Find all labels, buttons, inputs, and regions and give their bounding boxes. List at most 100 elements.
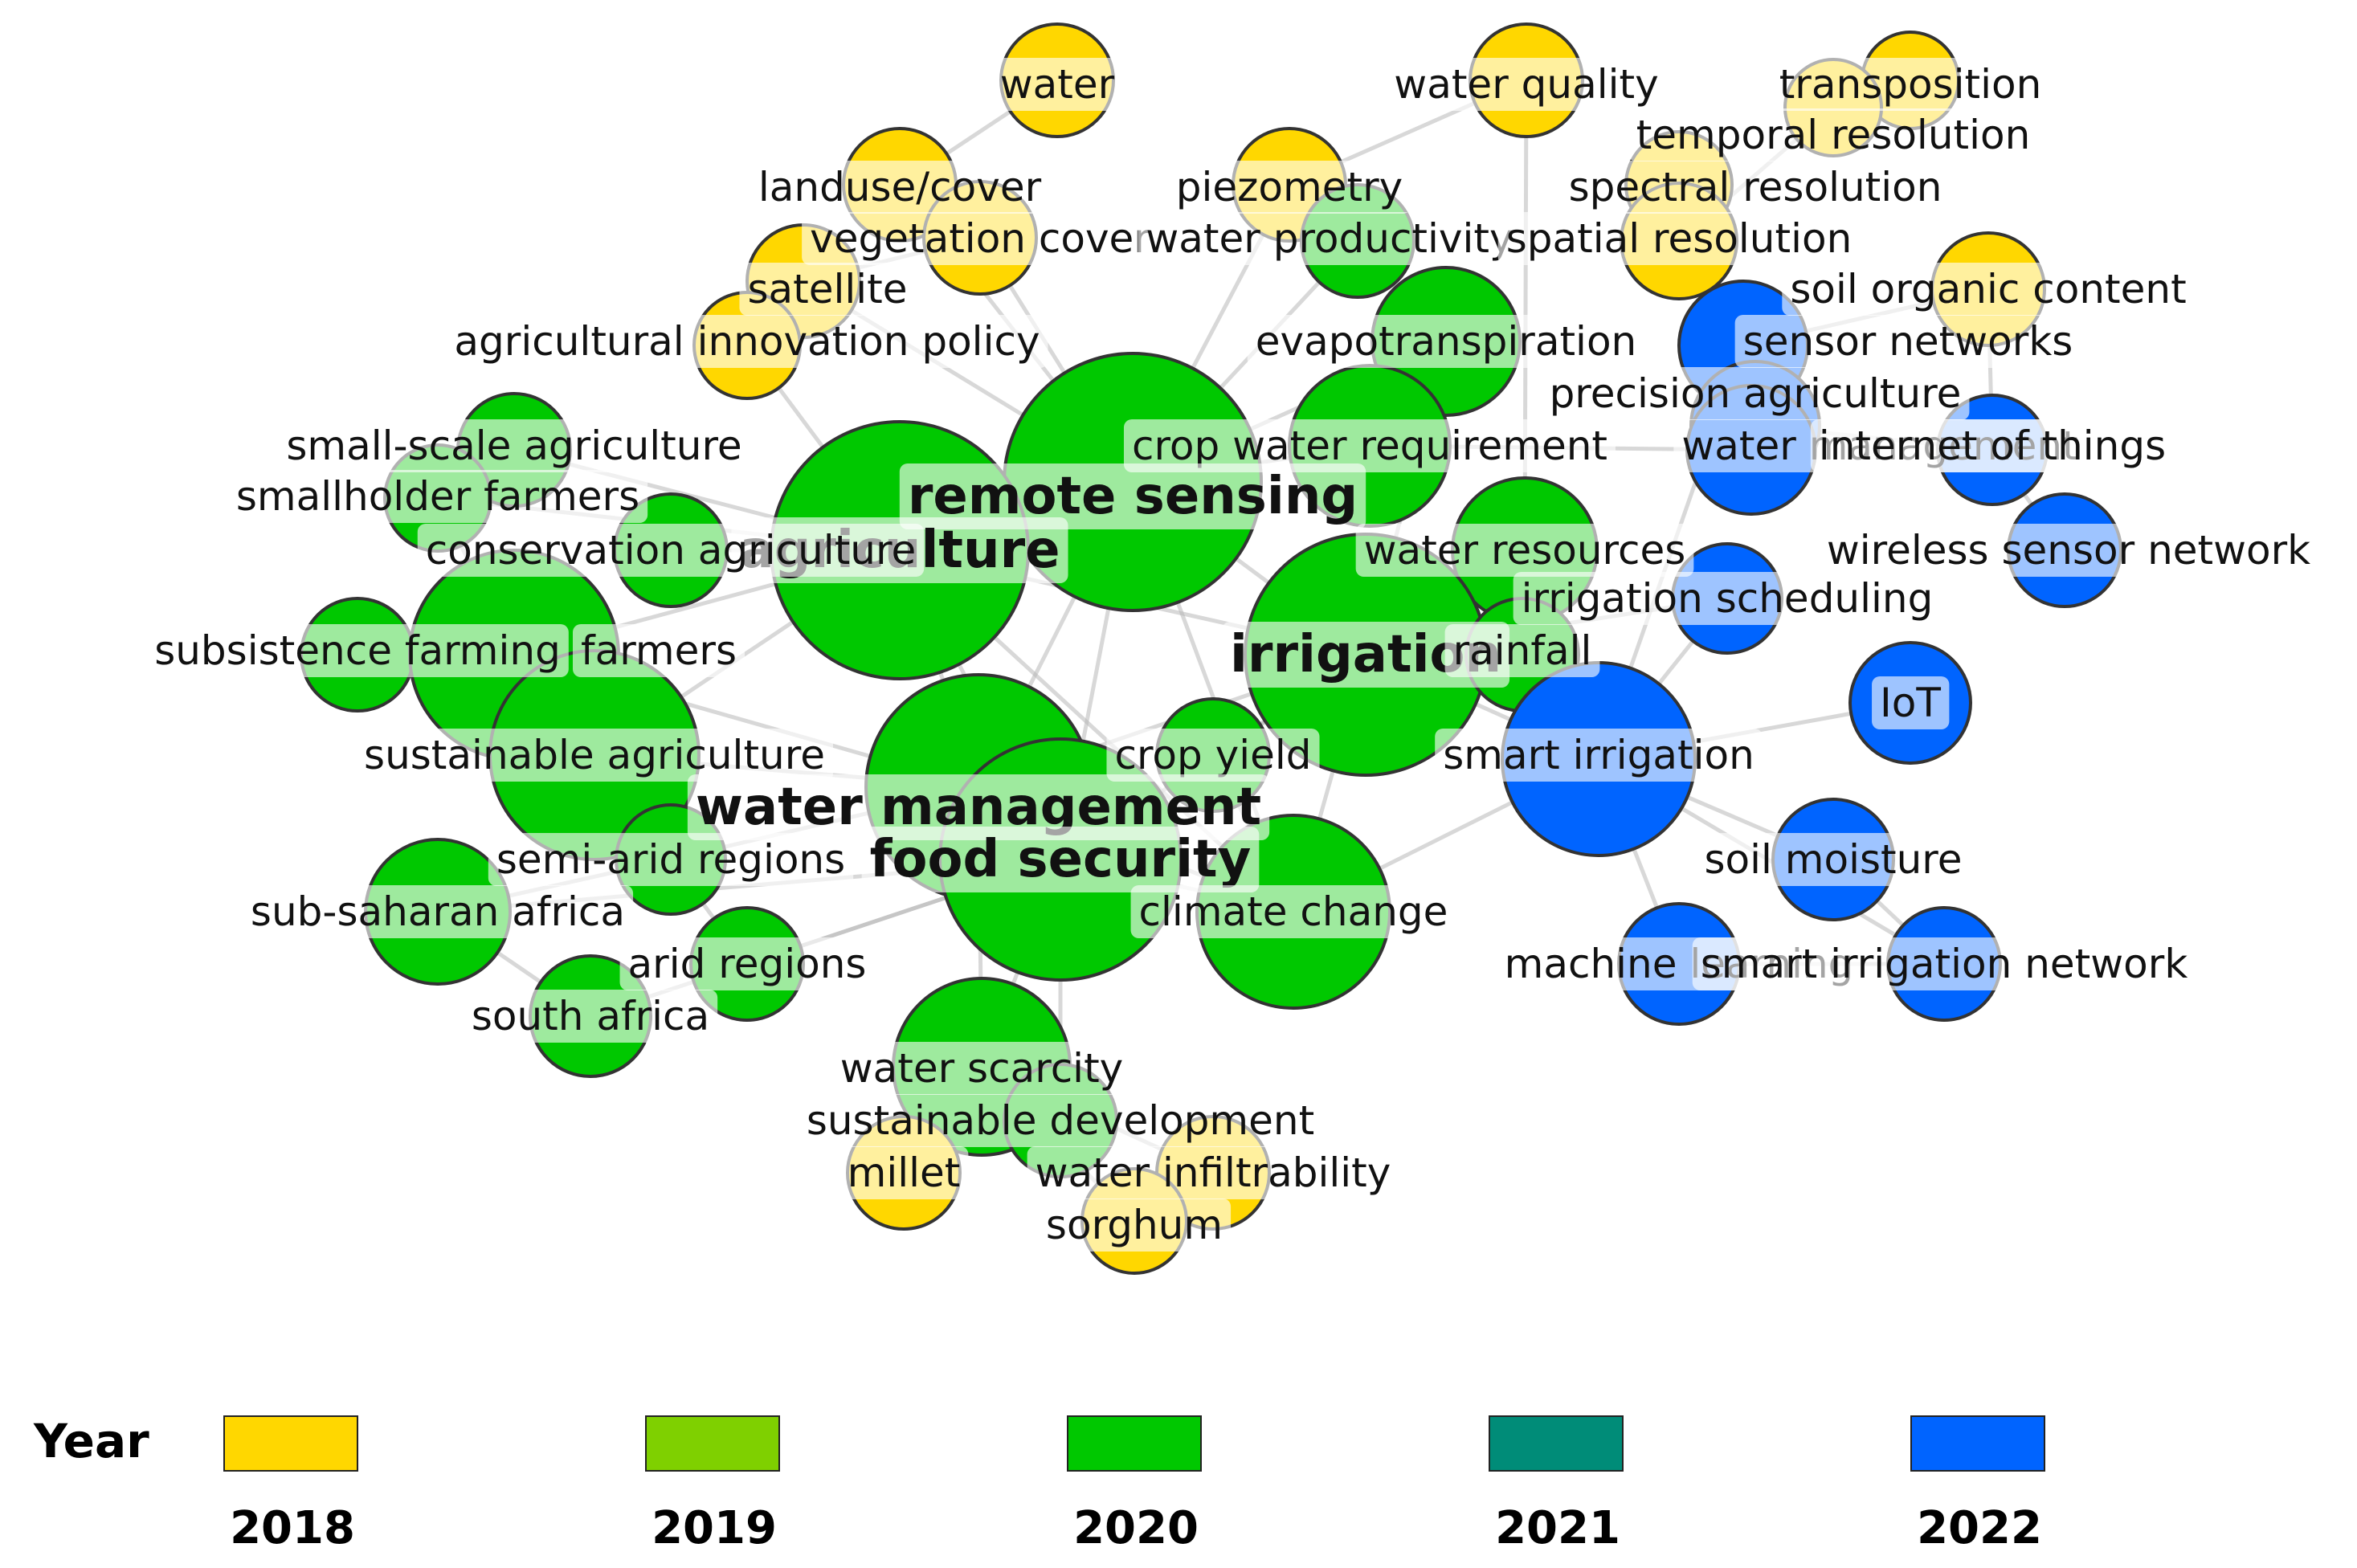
node-label-background [1123,419,1616,472]
node-label-text: piezometry [1176,164,1403,210]
node-label-text: agricultural innovation policy [454,318,1040,365]
node-label-text: internet of things [1819,423,2166,469]
node-label-background [1444,624,1600,677]
node-label-semi-arid-regions: semi-arid regions [488,833,854,886]
node-label-piezometry: piezometry [1167,161,1411,214]
node-label-text: water scarcity [840,1045,1124,1092]
node-label-background [463,990,718,1043]
node-label-evapotranspiration: evapotranspiration [1247,315,1645,368]
node-label-water: water [991,58,1123,111]
node-label-text: subsistence farming [154,627,561,674]
node-label-vegetation-cover: vegetation cover [802,212,1159,265]
node-label-text: farmers [581,627,737,674]
node-label-text: small-scale agriculture [286,423,741,469]
node-label-landuse-cover: landuse/cover [750,161,1050,214]
label-layer: water water quality transpositiontemporal … [146,58,2319,1252]
node-label-background [802,212,1159,265]
node-label-text: crop water requirement [1132,423,1607,469]
node-label-sustainable-development: sustainable development [798,1094,1323,1147]
node-label-background [1872,676,1950,729]
node-label-water-quality: water quality [1386,58,1667,111]
node-label-satellite: satellite [739,263,916,316]
node-label-spatial-resolution: spatial resolution [1497,212,1861,265]
node-label-background [991,58,1123,111]
node-label-background [488,833,854,886]
node-label-rainfall: rainfall [1444,624,1600,677]
node-label-background [1810,419,2175,472]
node-label-precision-agriculture: precision agriculture [1541,367,1970,420]
node-label-text: smart irrigation [1443,732,1754,778]
node-label-text: remote sensing [908,467,1358,526]
node-label-subsistence-farming: subsistence farming [146,624,569,677]
node-label-text: climate change [1139,888,1448,935]
node-label-text: water productivity [1146,215,1513,262]
node-label-background [1771,58,2050,111]
node-label-text: spatial resolution [1506,215,1853,262]
node-label-south-africa: south africa [463,990,718,1043]
node-label-text: transposition [1779,61,2042,108]
node-label-background [573,624,745,677]
node-label-wireless-sensor-network: wireless sensor network [1818,524,2319,577]
node-label-text: sustainable agriculture [364,732,825,778]
node-label-text: food security [870,830,1252,889]
node-label-text: smart irrigation network [1701,941,2188,987]
node-label-text: soil moisture [1704,836,1962,883]
node-label-smart-irrigation-network: smart irrigation network [1692,937,2196,990]
node-label-irrigation-scheduling: irrigation scheduling [1513,572,1942,625]
node-label-farmers: farmers [573,624,745,677]
node-label-text: conservation agriculture [426,527,916,574]
node-label-water-infiltrability: water infiltrability [1027,1146,1399,1199]
node-label-text: water resources [1364,527,1686,574]
node-label-background [1130,885,1456,938]
node-label-background [1247,315,1645,368]
node-label-text: water infiltrability [1036,1149,1391,1196]
node-label-food-security: food security [861,827,1260,892]
node-label-background [1138,212,1522,265]
node-label-text: vegetation cover [810,215,1150,262]
node-label-background [619,937,875,990]
node-label-background [831,1042,1132,1095]
node-label-text: temporal resolution [1636,112,2031,158]
node-label-background [227,470,648,523]
node-label-iot: IoT [1872,676,1950,729]
node-label-text: spectral resolution [1569,164,1942,210]
node-label-spectral-resolution: spectral resolution [1560,161,1951,214]
node-label-text: irrigation scheduling [1522,575,1934,622]
node-label-background [1734,315,2081,368]
node-label-sustainable-agriculture: sustainable agriculture [356,729,833,782]
node-label-crop-yield: crop yield [1106,729,1320,782]
node-label-text: sorghum [1046,1202,1223,1248]
node-label-crop-water-requirement: crop water requirement [1123,419,1616,472]
node-label-background [1782,263,2195,316]
node-label-sorghum: sorghum [1037,1198,1232,1252]
node-label-text: IoT [1880,680,1941,726]
node-label-background [687,774,1270,840]
node-label-text: wireless sensor network [1827,527,2310,574]
node-label-background [356,729,833,782]
node-label-background [1037,1198,1232,1252]
node-label-water-scarcity: water scarcity [831,1042,1132,1095]
node-label-background [1497,212,1861,265]
node-label-text: millet [848,1149,961,1196]
node-label-text: evapotranspiration [1256,318,1636,365]
node-label-background [739,263,916,316]
node-label-text: precision agriculture [1550,370,1962,417]
node-label-background [798,1094,1323,1147]
node-label-background [861,827,1260,892]
node-label-background [750,161,1050,214]
node-label-conservation-agriculture: conservation agriculture [417,524,925,577]
node-label-text: satellite [747,266,907,312]
node-label-sensor-networks: sensor networks [1734,315,2081,368]
node-label-background [1696,833,1971,886]
node-label-background [1818,524,2319,577]
node-label-background [1027,1146,1399,1199]
node-label-text: water [1000,61,1115,108]
node-label-background [146,624,569,677]
node-label-sub-saharan-africa: sub-saharan africa [242,885,634,938]
node-label-water-productivity: water productivity [1138,212,1522,265]
node-label-text: sustainable development [807,1097,1314,1144]
node-label-background [242,885,634,938]
node-label-background [1435,729,1763,782]
node-label-background [1221,622,1510,688]
node-label-smart-irrigation: smart irrigation [1435,729,1763,782]
